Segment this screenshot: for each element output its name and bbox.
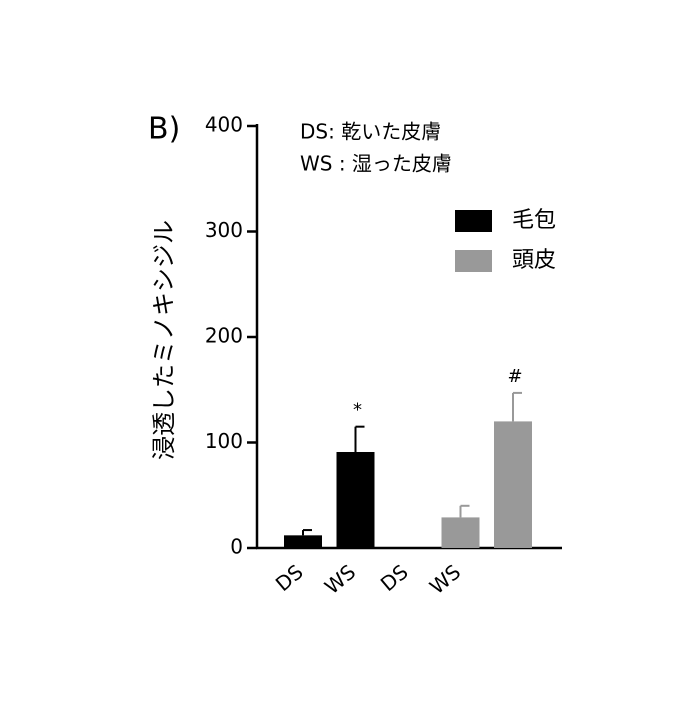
y-tick-label: 400 — [205, 113, 243, 137]
y-tick-label: 0 — [230, 535, 243, 559]
bar — [494, 421, 532, 548]
x-tick-label: DS — [376, 560, 413, 596]
bar — [441, 517, 480, 548]
legend-swatch — [455, 210, 492, 232]
significance-label: # — [507, 366, 522, 387]
significance-label: * — [353, 400, 362, 421]
bar — [284, 535, 322, 548]
bar — [336, 451, 375, 548]
x-tick-label: DS — [271, 560, 308, 596]
legend-label: 毛包 — [512, 208, 556, 233]
note: DS: 乾いた皮膚 — [300, 120, 441, 144]
y-axis-label: 浸透したミノキシジル — [150, 220, 178, 460]
panel-label: B) — [148, 112, 180, 147]
legend-swatch — [455, 250, 492, 272]
y-tick-label: 200 — [205, 324, 243, 348]
x-tick-label: WS — [425, 560, 465, 599]
legend-label: 頭皮 — [512, 248, 556, 273]
y-tick-label: 300 — [205, 218, 243, 242]
note: WS : 湿った皮膚 — [300, 152, 452, 176]
x-tick-label: WS — [320, 560, 360, 599]
y-tick-label: 100 — [205, 429, 243, 453]
